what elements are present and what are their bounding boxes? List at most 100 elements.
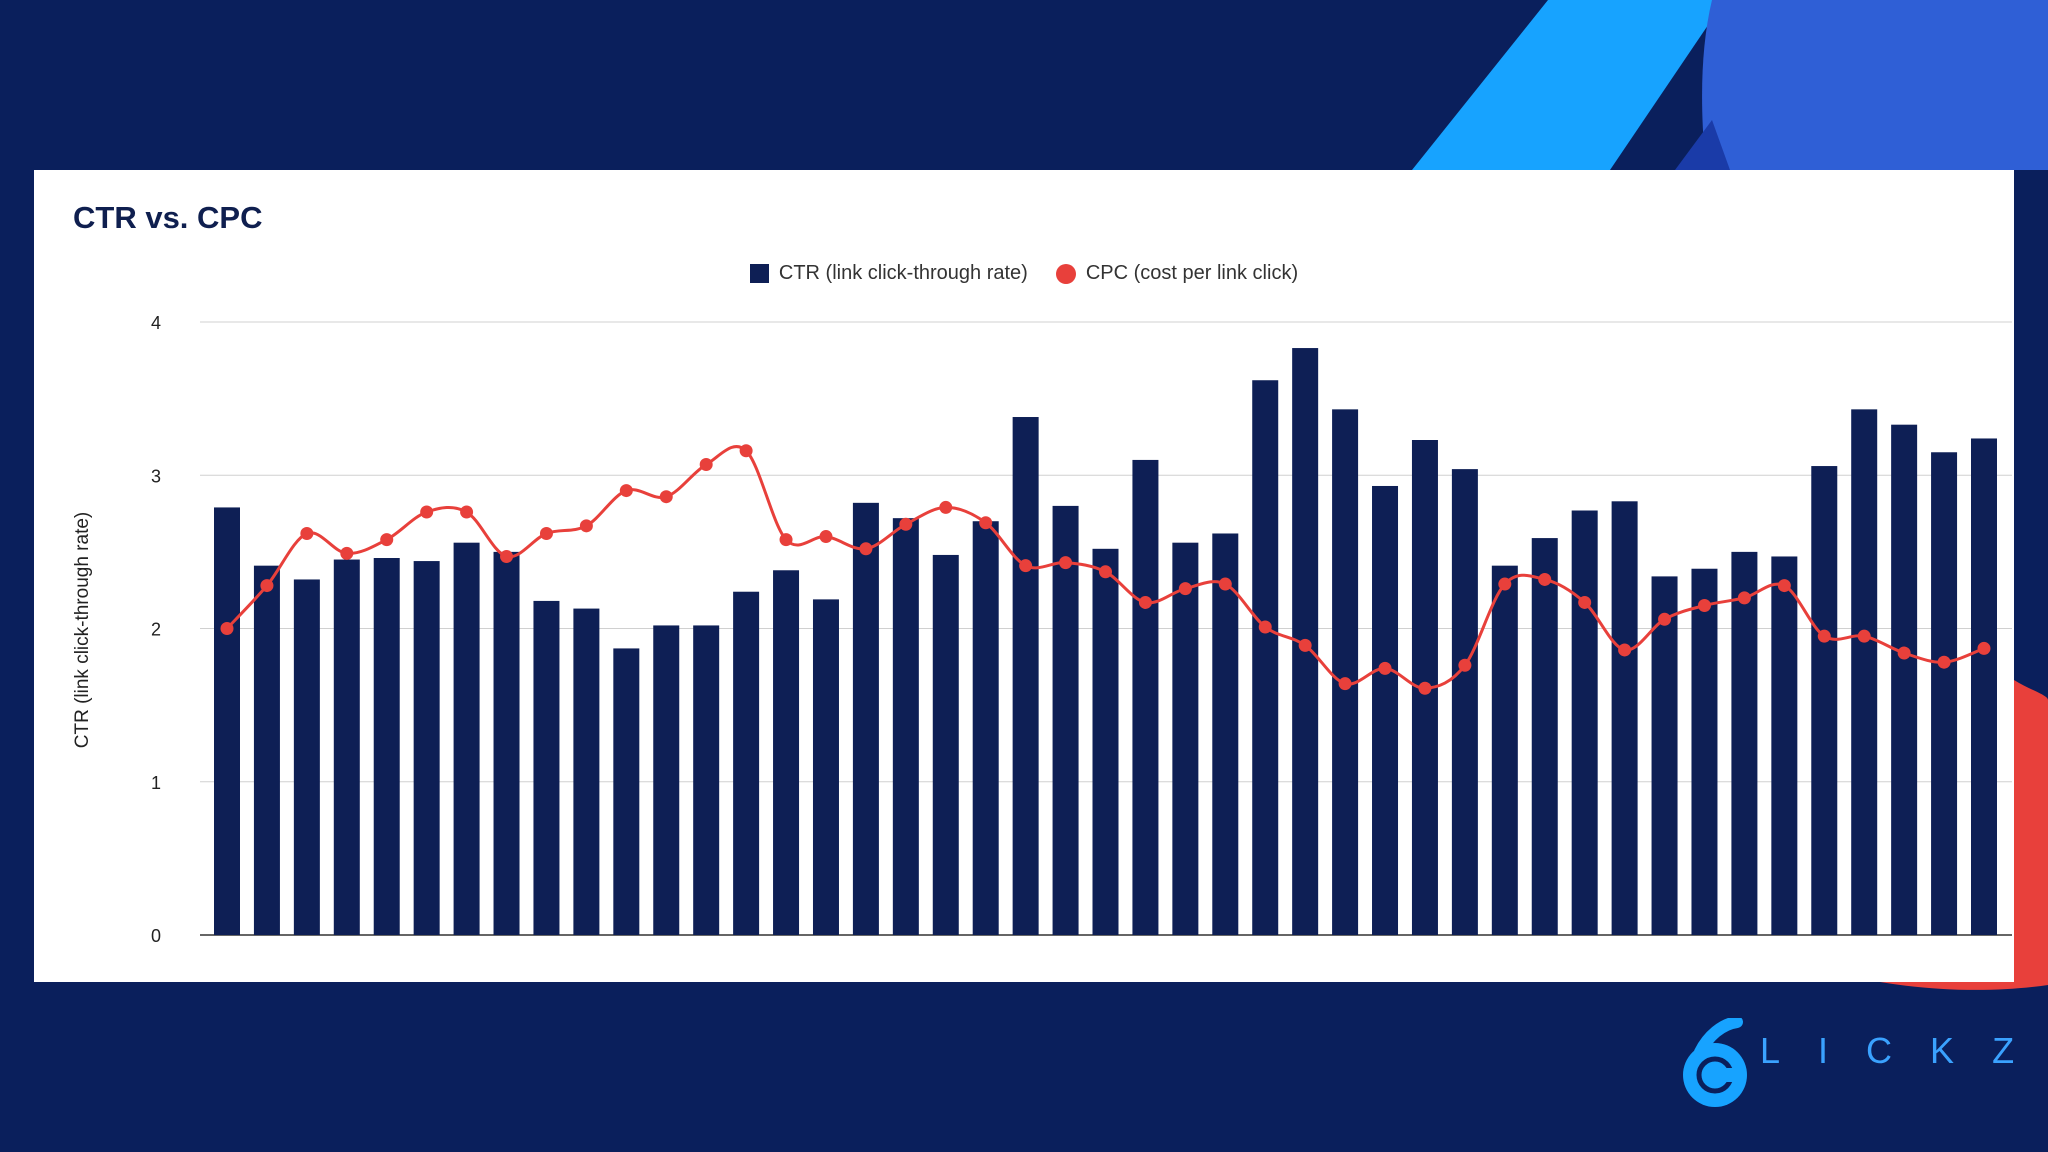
logo-letter: Z xyxy=(1992,1030,2015,1071)
legend-item-ctr[interactable]: CTR (link click-through rate) xyxy=(749,262,1028,285)
ctr-bar[interactable] xyxy=(573,608,600,935)
ctr-bar[interactable] xyxy=(373,558,400,935)
ctr-bar[interactable] xyxy=(1012,417,1039,935)
ctr-bar[interactable] xyxy=(1931,452,1958,935)
ctr-bars xyxy=(214,348,1997,935)
cpc-point[interactable] xyxy=(739,444,753,458)
cpc-point[interactable] xyxy=(939,500,953,514)
ctr-bar[interactable] xyxy=(1771,556,1798,935)
ctr-bar[interactable] xyxy=(1811,466,1838,935)
legend-item-cpc[interactable]: CPC (cost per link click) xyxy=(1055,262,1298,285)
cpc-points xyxy=(220,444,1991,695)
cpc-point[interactable] xyxy=(1697,599,1711,613)
ctr-bar[interactable] xyxy=(653,625,680,935)
ctr-bar[interactable] xyxy=(1851,409,1878,935)
cpc-point[interactable] xyxy=(699,458,713,472)
ctr-bar[interactable] xyxy=(613,648,640,935)
logo-mark-icon xyxy=(1683,1018,1747,1107)
ctr-bar[interactable] xyxy=(1332,409,1359,935)
blue-arc-shape xyxy=(1702,0,2048,170)
ctr-bar[interactable] xyxy=(533,600,560,935)
cpc-point[interactable] xyxy=(1817,629,1831,643)
cpc-point[interactable] xyxy=(819,530,833,544)
ctr-bar[interactable] xyxy=(1252,380,1279,935)
cpc-point[interactable] xyxy=(1658,612,1672,626)
cyan-stripe-shape xyxy=(1412,0,1725,170)
ctr-bar[interactable] xyxy=(1611,501,1638,935)
ctr-bar[interactable] xyxy=(773,570,800,935)
cpc-point[interactable] xyxy=(779,533,793,547)
cpc-point[interactable] xyxy=(1178,582,1192,596)
ctr-bar[interactable] xyxy=(972,521,999,935)
cpc-point[interactable] xyxy=(1338,677,1352,691)
ctr-bar[interactable] xyxy=(1132,459,1159,935)
cpc-point[interactable] xyxy=(1777,579,1791,593)
ctr-bar[interactable] xyxy=(1691,568,1718,935)
cpc-point[interactable] xyxy=(1298,638,1312,652)
cpc-point[interactable] xyxy=(1218,577,1232,591)
cpc-point[interactable] xyxy=(420,505,434,519)
y-tick-label: 1 xyxy=(151,773,161,793)
ctr-bar[interactable] xyxy=(1092,548,1119,935)
cpc-point[interactable] xyxy=(1857,629,1871,643)
ctr-bar[interactable] xyxy=(1172,542,1199,935)
ctr-bar[interactable] xyxy=(1212,533,1239,935)
ctr-bar[interactable] xyxy=(733,591,760,935)
ctr-bar[interactable] xyxy=(932,554,959,935)
cpc-point[interactable] xyxy=(1059,556,1073,570)
ctr-bar[interactable] xyxy=(1372,485,1399,935)
ctr-bar[interactable] xyxy=(1891,424,1918,935)
cpc-point[interactable] xyxy=(1458,658,1472,672)
cpc-point[interactable] xyxy=(1378,661,1392,675)
cpc-point[interactable] xyxy=(1418,681,1432,695)
cpc-point[interactable] xyxy=(1258,620,1272,634)
cpc-point[interactable] xyxy=(1977,641,1991,655)
cpc-point[interactable] xyxy=(1578,595,1592,609)
ctr-bar[interactable] xyxy=(1651,576,1678,935)
cpc-point[interactable] xyxy=(380,533,394,547)
cpc-point[interactable] xyxy=(220,622,234,635)
ctr-bar[interactable] xyxy=(1971,438,1997,935)
cpc-point[interactable] xyxy=(340,546,354,560)
ctr-bar[interactable] xyxy=(892,518,919,935)
cpc-point[interactable] xyxy=(659,490,673,504)
cpc-point[interactable] xyxy=(1498,577,1512,591)
cpc-point[interactable] xyxy=(979,516,993,530)
cpc-point[interactable] xyxy=(1937,655,1951,669)
cpc-point[interactable] xyxy=(1618,643,1632,657)
ctr-bar[interactable] xyxy=(493,551,520,935)
ctr-bar[interactable] xyxy=(214,507,240,935)
y-axis-label: CTR (link click-through rate) xyxy=(72,512,93,749)
cpc-point[interactable] xyxy=(300,526,314,540)
ctr-bar[interactable] xyxy=(1491,565,1518,935)
ctr-bar[interactable] xyxy=(333,559,360,935)
cpc-point[interactable] xyxy=(899,517,913,531)
ctr-bar[interactable] xyxy=(1731,551,1758,935)
ctr-bar[interactable] xyxy=(1451,469,1478,935)
ctr-bar[interactable] xyxy=(812,599,839,935)
cpc-point[interactable] xyxy=(1138,595,1152,609)
ctr-bar[interactable] xyxy=(293,579,320,935)
y-tick-label: 3 xyxy=(151,466,161,486)
ctr-bar[interactable] xyxy=(852,502,879,935)
cpc-point[interactable] xyxy=(460,505,474,519)
ctr-bar[interactable] xyxy=(1571,510,1598,935)
cpc-point[interactable] xyxy=(859,542,873,556)
cpc-point[interactable] xyxy=(260,579,274,593)
ctr-bar[interactable] xyxy=(693,625,720,935)
cpc-point[interactable] xyxy=(579,519,593,533)
ctr-bar[interactable] xyxy=(413,561,440,935)
cpc-point[interactable] xyxy=(1019,559,1033,573)
cpc-point[interactable] xyxy=(1099,565,1112,579)
ctr-bar[interactable] xyxy=(1052,505,1079,935)
cpc-point[interactable] xyxy=(500,549,514,563)
ctr-bar[interactable] xyxy=(253,565,280,935)
cpc-point[interactable] xyxy=(619,484,633,498)
cpc-point[interactable] xyxy=(1538,572,1552,586)
ctr-bar[interactable] xyxy=(453,542,480,935)
cpc-point[interactable] xyxy=(1897,646,1911,660)
ctr-bar[interactable] xyxy=(1531,538,1558,935)
cpc-point[interactable] xyxy=(1737,591,1751,605)
cpc-point[interactable] xyxy=(539,526,553,540)
